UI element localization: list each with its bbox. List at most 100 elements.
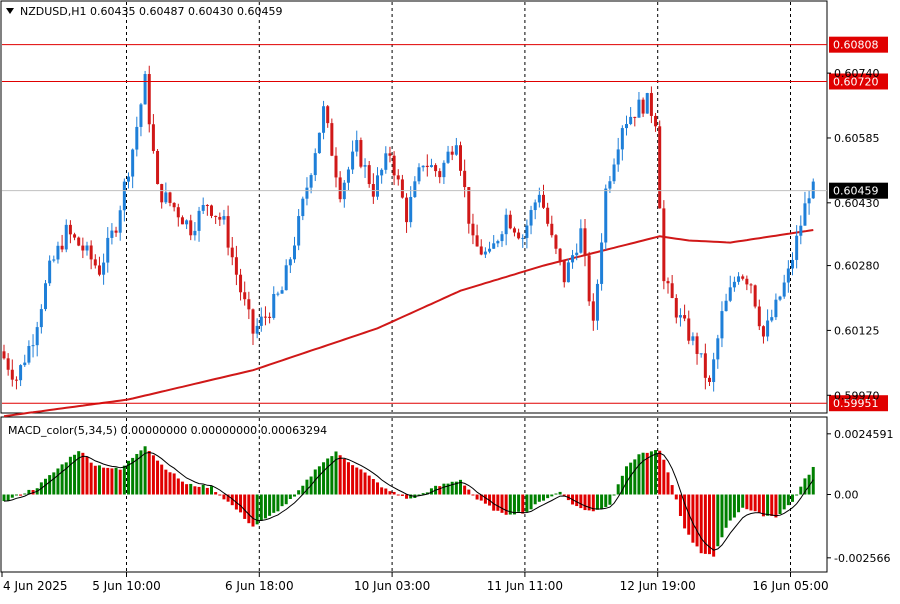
- candle-body: [483, 251, 487, 255]
- candle-body: [272, 293, 276, 318]
- candle-body: [658, 126, 662, 209]
- macd-bar: [363, 472, 367, 495]
- candle-body: [48, 260, 52, 284]
- macd-bar: [405, 494, 409, 499]
- collapse-triangle-icon[interactable]: [6, 8, 14, 14]
- macd-bar: [272, 494, 276, 513]
- candle-body: [753, 285, 757, 307]
- macd-bar: [674, 494, 678, 500]
- macd-bar: [562, 494, 566, 496]
- macd-bar: [380, 487, 384, 495]
- horizontal-levels[interactable]: 0.60808 0.60720 0.59951 0.60459: [2, 36, 888, 412]
- macd-bar: [703, 494, 707, 554]
- macd-bar: [471, 494, 475, 496]
- candle-body: [102, 262, 106, 275]
- macd-bar: [164, 469, 168, 495]
- macd-bar: [322, 462, 326, 495]
- current-price-label: 0.60459: [833, 185, 879, 198]
- price-panel[interactable]: [0, 0, 828, 414]
- candle-body: [741, 276, 745, 279]
- macd-bar: [716, 494, 720, 547]
- macd-bar: [185, 484, 189, 495]
- macd-bar: [670, 485, 674, 495]
- candle-body: [737, 276, 741, 282]
- candle-body: [64, 224, 68, 250]
- candle-body: [259, 316, 263, 326]
- macd-tick-label: 0.00: [834, 489, 859, 502]
- macd-bar: [417, 494, 421, 496]
- macd-bar: [388, 491, 392, 495]
- macd-bar: [156, 460, 160, 495]
- macd-bar: [6, 494, 10, 501]
- macd-bar: [811, 466, 815, 495]
- macd-bar: [263, 494, 267, 519]
- candle-body: [666, 281, 670, 284]
- candle-body: [201, 205, 205, 211]
- macd-bar: [392, 491, 396, 495]
- macd-bar: [641, 452, 645, 495]
- macd-bar: [633, 459, 637, 495]
- macd-bar: [251, 494, 255, 527]
- candle-body: [81, 245, 85, 251]
- candle-body: [396, 175, 400, 180]
- candle-body: [795, 235, 799, 260]
- candle-body: [68, 224, 72, 235]
- candle-body: [550, 223, 554, 236]
- candle-body: [429, 165, 433, 168]
- candle-body: [409, 196, 413, 223]
- candle-body: [106, 237, 110, 263]
- candle-body: [97, 265, 101, 275]
- macd-bar: [678, 494, 682, 516]
- macd-bar: [438, 486, 442, 495]
- grid-lines: [126, 2, 791, 571]
- candle-body: [554, 235, 558, 249]
- candle-body: [239, 274, 243, 293]
- candle-body: [114, 230, 118, 233]
- level-price-label: 0.60720: [833, 75, 879, 88]
- macd-bar: [429, 488, 433, 495]
- ma-line: [3, 229, 814, 418]
- macd-bar: [525, 494, 529, 512]
- candle-body: [579, 228, 583, 253]
- macd-bar: [741, 494, 745, 508]
- macd-bar: [446, 483, 450, 495]
- macd-bar: [728, 494, 732, 521]
- macd-bar: [210, 486, 213, 495]
- macd-bar: [197, 486, 201, 495]
- candle-body: [745, 278, 749, 285]
- candle-body: [93, 259, 97, 266]
- macd-bar: [293, 494, 296, 497]
- candle-body: [571, 255, 575, 263]
- candle-body: [446, 151, 450, 163]
- candle-body: [400, 179, 404, 198]
- candle-body: [27, 346, 31, 363]
- candle-body: [799, 225, 803, 236]
- candle-body: [434, 165, 438, 172]
- macd-tick-label: -0.002566: [834, 552, 890, 565]
- candle-body: [280, 290, 284, 294]
- candle-body: [230, 247, 234, 258]
- macd-bar: [301, 485, 305, 495]
- macd-bar: [533, 494, 537, 505]
- macd-bar: [239, 494, 243, 513]
- level-price-label: 0.59951: [833, 397, 879, 410]
- macd-bar: [658, 450, 662, 495]
- macd-bar: [122, 465, 126, 495]
- candle-body: [193, 230, 197, 236]
- candle-body: [89, 245, 93, 260]
- candle-body: [168, 192, 172, 203]
- level-price-tag: [829, 395, 888, 412]
- candle-body: [471, 223, 475, 236]
- macd-signal-line: [3, 451, 814, 551]
- symbol-header: NZDUSD,H1 0.60435 0.60487 0.60430 0.6045…: [20, 5, 282, 18]
- macd-bar: [114, 467, 118, 495]
- candle-body: [139, 104, 143, 127]
- macd-bar: [176, 478, 180, 495]
- macd-bar: [180, 481, 184, 495]
- macd-bar: [288, 494, 292, 499]
- macd-bar: [662, 459, 666, 495]
- candle-body: [637, 99, 641, 118]
- macd-bar: [334, 451, 338, 495]
